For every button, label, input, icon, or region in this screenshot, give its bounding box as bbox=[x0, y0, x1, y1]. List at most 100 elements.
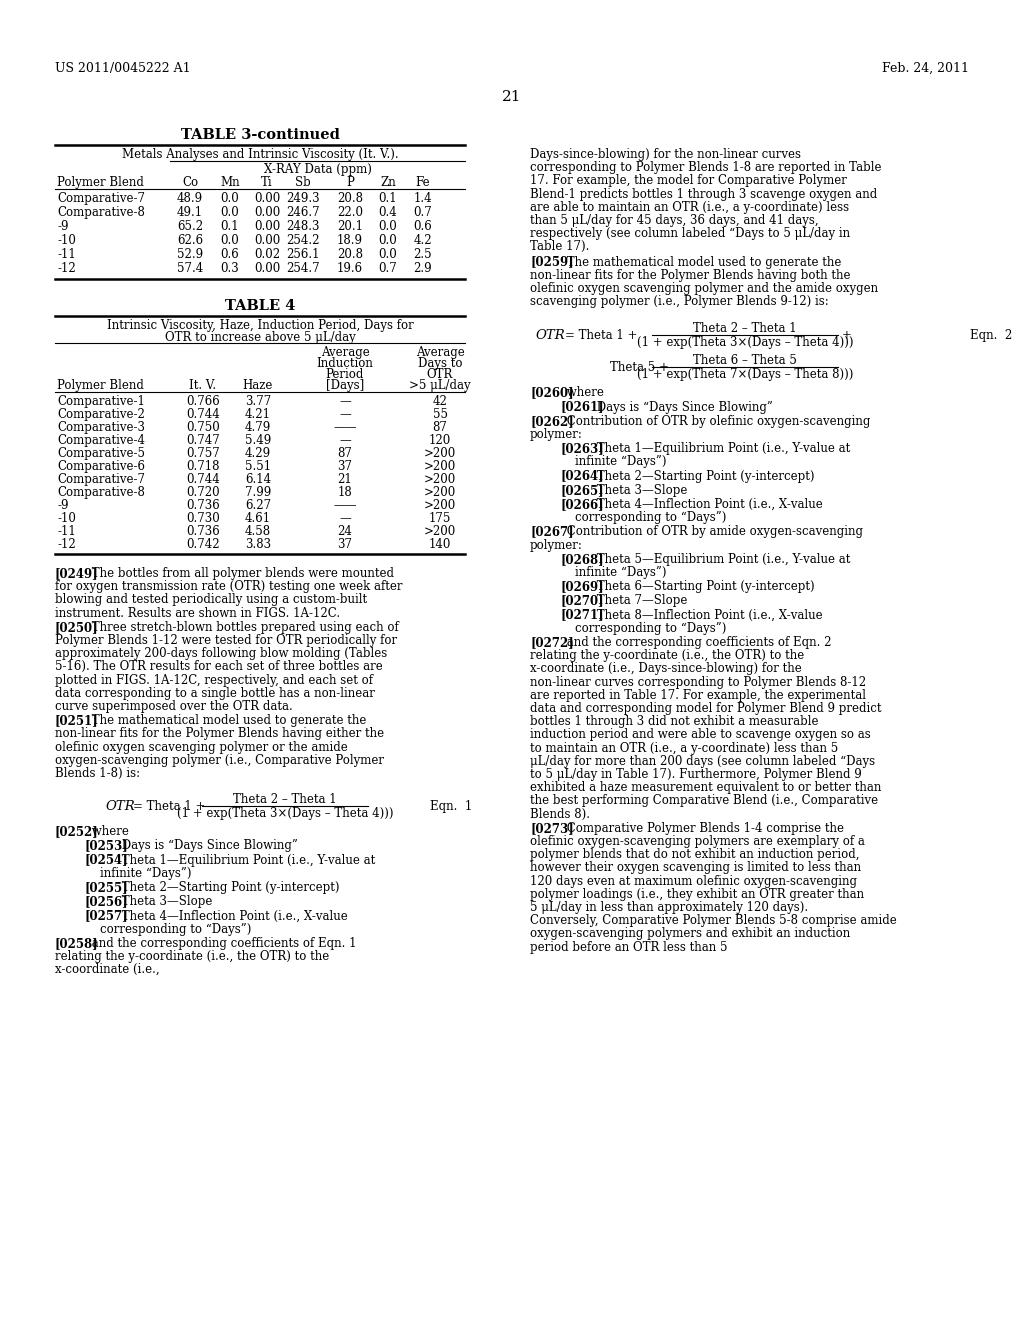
Text: 120: 120 bbox=[429, 434, 452, 447]
Text: OTR to increase above 5 μL/day: OTR to increase above 5 μL/day bbox=[165, 331, 355, 345]
Text: 0.744: 0.744 bbox=[186, 473, 220, 486]
Text: Zn: Zn bbox=[380, 176, 396, 189]
Text: exhibited a haze measurement equivalent to or better than: exhibited a haze measurement equivalent … bbox=[530, 781, 882, 795]
Text: Conversely, Comparative Polymer Blends 5-8 comprise amide: Conversely, Comparative Polymer Blends 5… bbox=[530, 915, 897, 927]
Text: Fe: Fe bbox=[416, 176, 430, 189]
Text: ——: —— bbox=[333, 421, 356, 434]
Text: 0.00: 0.00 bbox=[254, 234, 281, 247]
Text: Period: Period bbox=[326, 368, 365, 381]
Text: corresponding to “Days”): corresponding to “Days”) bbox=[100, 923, 251, 936]
Text: x-coordinate (i.e.,: x-coordinate (i.e., bbox=[55, 964, 160, 977]
Text: Average: Average bbox=[321, 346, 370, 359]
Text: [0273]: [0273] bbox=[530, 822, 573, 834]
Text: the best performing Comparative Blend (i.e., Comparative: the best performing Comparative Blend (i… bbox=[530, 795, 879, 808]
Text: polymer:: polymer: bbox=[530, 428, 583, 441]
Text: [0269]: [0269] bbox=[560, 581, 603, 593]
Text: Blends 1-8) is:: Blends 1-8) is: bbox=[55, 767, 140, 780]
Text: instrument. Results are shown in FIGS. 1A-12C.: instrument. Results are shown in FIGS. 1… bbox=[55, 607, 340, 619]
Text: 4.58: 4.58 bbox=[245, 525, 271, 539]
Text: (1 + exp(Theta 3×(Days – Theta 4))): (1 + exp(Theta 3×(Days – Theta 4))) bbox=[637, 337, 853, 350]
Text: The bottles from all polymer blends were mounted: The bottles from all polymer blends were… bbox=[88, 568, 394, 579]
Text: Theta 1—Equilibrium Point (i.e., Y-value at: Theta 1—Equilibrium Point (i.e., Y-value… bbox=[119, 854, 376, 867]
Text: Days to: Days to bbox=[418, 356, 462, 370]
Text: and the corresponding coefficients of Eqn. 2: and the corresponding coefficients of Eq… bbox=[563, 636, 831, 649]
Text: Comparative-8: Comparative-8 bbox=[57, 206, 144, 219]
Text: >200: >200 bbox=[424, 499, 456, 512]
Text: 120 days even at maximum olefinic oxygen-scavenging: 120 days even at maximum olefinic oxygen… bbox=[530, 875, 857, 887]
Text: 5 μL/day in less than approximately 120 days).: 5 μL/day in less than approximately 120 … bbox=[530, 902, 808, 913]
Text: olefinic oxygen scavenging polymer or the amide: olefinic oxygen scavenging polymer or th… bbox=[55, 741, 348, 754]
Text: -12: -12 bbox=[57, 261, 76, 275]
Text: [0258]: [0258] bbox=[55, 937, 98, 950]
Text: Theta 8—Inflection Point (i.e., X-value: Theta 8—Inflection Point (i.e., X-value bbox=[593, 609, 823, 622]
Text: 249.3: 249.3 bbox=[286, 191, 319, 205]
Text: 0.747: 0.747 bbox=[186, 434, 220, 447]
Text: 20.8: 20.8 bbox=[337, 191, 362, 205]
Text: 62.6: 62.6 bbox=[177, 234, 203, 247]
Text: oxygen-scavenging polymers and exhibit an induction: oxygen-scavenging polymers and exhibit a… bbox=[530, 928, 850, 940]
Text: 2.5: 2.5 bbox=[414, 248, 432, 261]
Text: Theta 5 +: Theta 5 + bbox=[610, 362, 669, 375]
Text: (1 + exp(Theta 3×(Days – Theta 4))): (1 + exp(Theta 3×(Days – Theta 4))) bbox=[177, 808, 393, 820]
Text: 0.6: 0.6 bbox=[414, 220, 432, 234]
Text: Sb: Sb bbox=[295, 176, 311, 189]
Text: X-RAY Data (ppm): X-RAY Data (ppm) bbox=[263, 162, 372, 176]
Text: 6.27: 6.27 bbox=[245, 499, 271, 512]
Text: 21: 21 bbox=[338, 473, 352, 486]
Text: Comparative-3: Comparative-3 bbox=[57, 421, 145, 434]
Text: [0271]: [0271] bbox=[560, 609, 603, 622]
Text: = Theta 1 +: = Theta 1 + bbox=[565, 330, 637, 342]
Text: 0.7: 0.7 bbox=[379, 261, 397, 275]
Text: 4.79: 4.79 bbox=[245, 421, 271, 434]
Text: Theta 3—Slope: Theta 3—Slope bbox=[593, 484, 688, 496]
Text: 0.0: 0.0 bbox=[379, 248, 397, 261]
Text: [0268]: [0268] bbox=[560, 553, 603, 566]
Text: 52.9: 52.9 bbox=[177, 248, 203, 261]
Text: [0266]: [0266] bbox=[560, 498, 603, 511]
Text: for oxygen transmission rate (OTR) testing one week after: for oxygen transmission rate (OTR) testi… bbox=[55, 581, 402, 593]
Text: Theta 7—Slope: Theta 7—Slope bbox=[593, 594, 688, 607]
Text: non-linear fits for the Polymer Blends having either the: non-linear fits for the Polymer Blends h… bbox=[55, 727, 384, 741]
Text: >200: >200 bbox=[424, 486, 456, 499]
Text: [0251]: [0251] bbox=[55, 714, 98, 727]
Text: Co: Co bbox=[182, 176, 198, 189]
Text: 65.2: 65.2 bbox=[177, 220, 203, 234]
Text: —: — bbox=[339, 434, 351, 447]
Text: 87: 87 bbox=[338, 447, 352, 459]
Text: Feb. 24, 2011: Feb. 24, 2011 bbox=[882, 62, 969, 75]
Text: to maintain an OTR (i.e., a y-coordinate) less than 5: to maintain an OTR (i.e., a y-coordinate… bbox=[530, 742, 839, 755]
Text: Comparative-4: Comparative-4 bbox=[57, 434, 145, 447]
Text: (1 + exp(Theta 7×(Days – Theta 8))): (1 + exp(Theta 7×(Days – Theta 8))) bbox=[637, 368, 853, 381]
Text: [0263]: [0263] bbox=[560, 442, 604, 455]
Text: TABLE 4: TABLE 4 bbox=[225, 300, 295, 313]
Text: 0.7: 0.7 bbox=[414, 206, 432, 219]
Text: Theta 2—Starting Point (y-intercept): Theta 2—Starting Point (y-intercept) bbox=[119, 880, 340, 894]
Text: -10: -10 bbox=[57, 234, 76, 247]
Text: 0.0: 0.0 bbox=[220, 191, 240, 205]
Text: Days is “Days Since Blowing”: Days is “Days Since Blowing” bbox=[119, 840, 298, 853]
Text: —: — bbox=[339, 512, 351, 525]
Text: [0264]: [0264] bbox=[560, 470, 603, 483]
Text: 0.736: 0.736 bbox=[186, 525, 220, 539]
Text: 37: 37 bbox=[338, 459, 352, 473]
Text: Theta 2 – Theta 1: Theta 2 – Theta 1 bbox=[693, 322, 797, 335]
Text: olefinic oxygen scavenging polymer and the amide oxygen: olefinic oxygen scavenging polymer and t… bbox=[530, 282, 879, 294]
Text: where: where bbox=[88, 825, 129, 838]
Text: 2.9: 2.9 bbox=[414, 261, 432, 275]
Text: Comparative-7: Comparative-7 bbox=[57, 191, 145, 205]
Text: Haze: Haze bbox=[243, 379, 273, 392]
Text: 256.1: 256.1 bbox=[287, 248, 319, 261]
Text: polymer:: polymer: bbox=[530, 539, 583, 552]
Text: 0.744: 0.744 bbox=[186, 408, 220, 421]
Text: induction period and were able to scavenge oxygen so as: induction period and were able to scaven… bbox=[530, 729, 870, 742]
Text: [0262]: [0262] bbox=[530, 414, 573, 428]
Text: 18.9: 18.9 bbox=[337, 234, 362, 247]
Text: bottles 1 through 3 did not exhibit a measurable: bottles 1 through 3 did not exhibit a me… bbox=[530, 715, 818, 729]
Text: corresponding to Polymer Blends 1-8 are reported in Table: corresponding to Polymer Blends 1-8 are … bbox=[530, 161, 882, 174]
Text: 254.7: 254.7 bbox=[286, 261, 319, 275]
Text: 1.4: 1.4 bbox=[414, 191, 432, 205]
Text: OTR: OTR bbox=[427, 368, 454, 381]
Text: 4.2: 4.2 bbox=[414, 234, 432, 247]
Text: [0260]: [0260] bbox=[530, 387, 573, 400]
Text: oxygen-scavenging polymer (i.e., Comparative Polymer: oxygen-scavenging polymer (i.e., Compara… bbox=[55, 754, 384, 767]
